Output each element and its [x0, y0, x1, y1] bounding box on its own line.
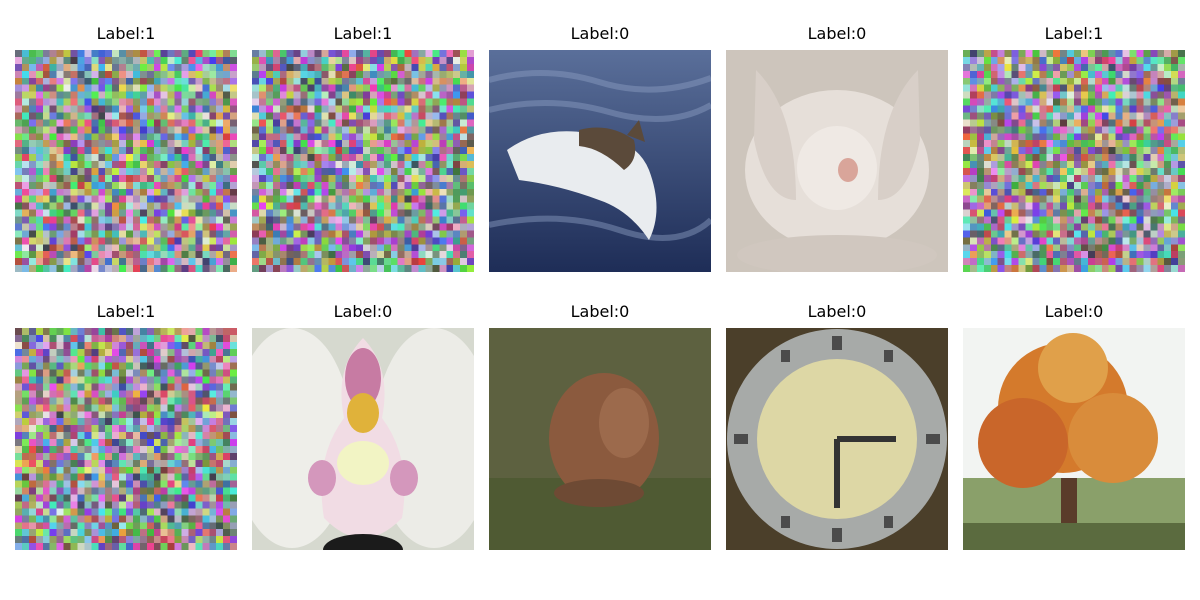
tile-title: Label:0 [807, 302, 867, 321]
tile-title: Label:1 [96, 302, 156, 321]
noise-image [15, 50, 237, 272]
noise-image [963, 50, 1185, 272]
tile-title: Label:1 [96, 24, 156, 43]
tile-title: Label:1 [1044, 24, 1104, 43]
clock-image [726, 328, 948, 550]
orchid-image [252, 328, 474, 550]
tile-title: Label:0 [570, 302, 630, 321]
animal-image [489, 328, 711, 550]
tile-title: Label:0 [807, 24, 867, 43]
noise-image [252, 50, 474, 272]
tile-title: Label:0 [333, 302, 393, 321]
tree-image [963, 328, 1185, 550]
noise-image [15, 328, 237, 550]
tile-title: Label:1 [333, 24, 393, 43]
tile-title: Label:0 [1044, 302, 1104, 321]
tile-title: Label:0 [570, 24, 630, 43]
rabbit-image [726, 50, 948, 272]
dolphin-image [489, 50, 711, 272]
